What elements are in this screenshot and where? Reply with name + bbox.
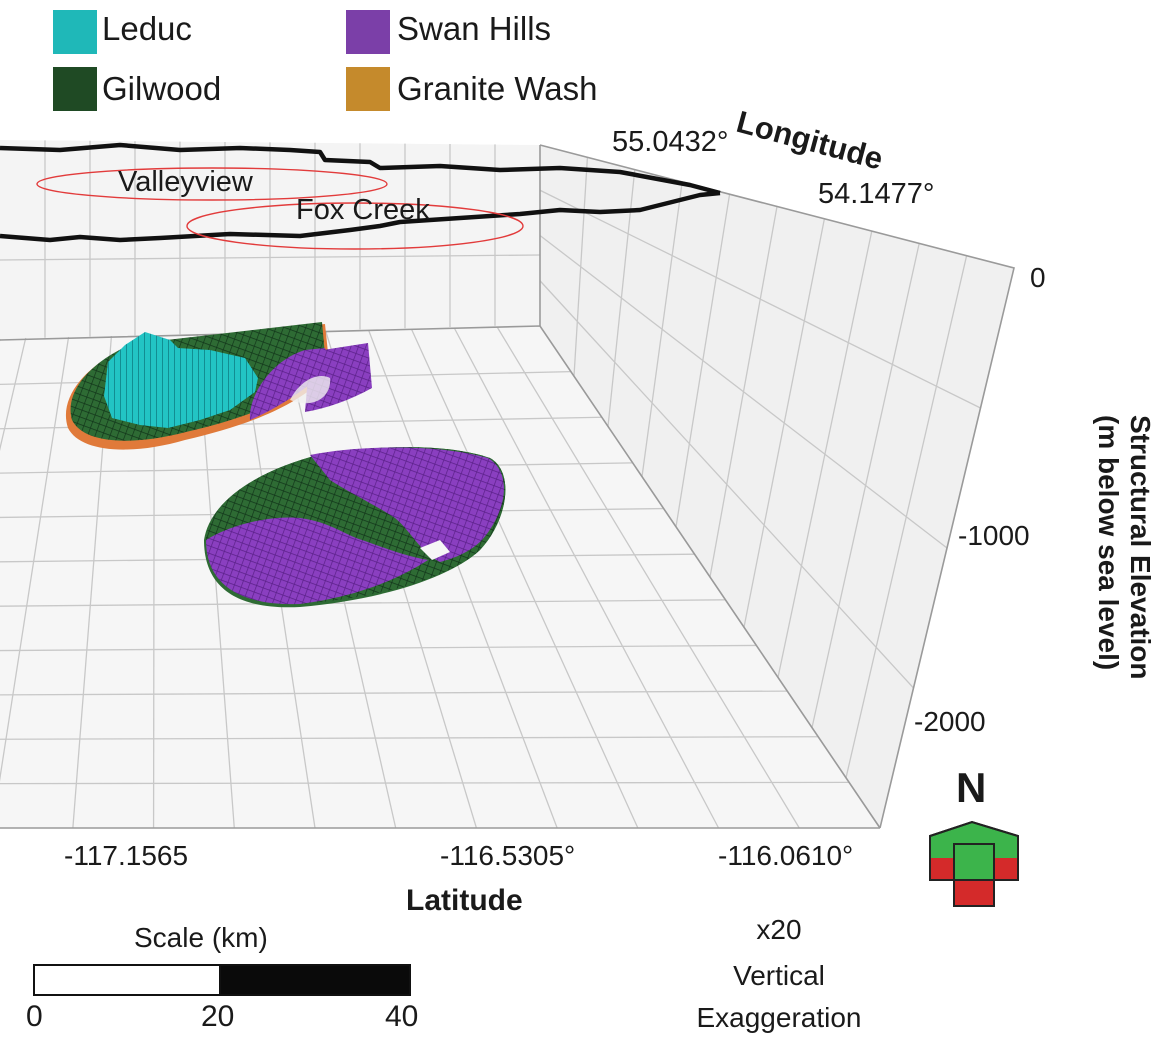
compass-arrow-icon — [929, 820, 1019, 907]
exaggeration-factor: x20 — [756, 914, 802, 945]
elevation-tick-0: 0 — [1030, 262, 1046, 293]
elevation-axis-title: Structural Elevation — [1125, 415, 1156, 680]
elevation-axis-subtitle: (m below sea level) — [1093, 415, 1124, 671]
latitude-axis-title: Latitude — [406, 884, 523, 917]
grid-line — [0, 336, 70, 782]
legend-label-granite-wash: Granite Wash — [397, 70, 598, 107]
scale-tick-0: 0 — [26, 1000, 43, 1033]
grid-line — [539, 280, 914, 689]
elevation-tick-2000: -2000 — [914, 706, 986, 737]
north-reservoir — [65, 322, 372, 450]
scale-bar — [33, 964, 411, 996]
south-reservoir — [204, 447, 506, 608]
elevation-tick-1000: -1000 — [958, 520, 1030, 551]
grid-line — [0, 736, 819, 740]
grid-line — [0, 690, 788, 696]
fox-creek-ring — [186, 202, 524, 250]
grid-line — [496, 326, 800, 829]
floor-panel — [0, 326, 880, 828]
longitude-tick-1: 55.0432° — [612, 126, 729, 158]
right-wall — [540, 145, 1014, 828]
grid-line — [0, 644, 757, 652]
place-label-fox-creek: Fox Creek — [296, 194, 430, 226]
grid-line — [0, 337, 27, 452]
exaggeration-word: Exaggeration — [696, 1002, 862, 1033]
valleyview-ring — [36, 167, 388, 201]
place-label-valleyview: Valleyview — [118, 166, 253, 198]
scale-bar-title: Scale (km) — [134, 922, 268, 953]
legend-swatch-granite-wash — [346, 67, 390, 111]
legend-label-leduc: Leduc — [102, 10, 192, 47]
grid-line — [453, 327, 720, 829]
grid-line — [367, 329, 558, 829]
longitude-tick-2: 54.1477° — [818, 178, 935, 210]
legend-swatch-gilwood — [53, 67, 97, 111]
scale-tick-40: 40 — [385, 1000, 419, 1033]
legend-label-swan-hills: Swan Hills — [397, 10, 552, 47]
grid-line — [539, 234, 948, 549]
exaggeration-vertical: Vertical — [733, 960, 825, 991]
grid-line — [0, 254, 541, 261]
boundary-lines — [0, 142, 721, 243]
grid-line — [410, 328, 639, 829]
latitude-tick-1: -117.1565 — [64, 840, 189, 871]
latitude-tick-2: -116.5305° — [440, 840, 576, 871]
grid-line — [0, 599, 726, 607]
scale-tick-20: 20 — [201, 1000, 235, 1033]
legend-label-gilwood: Gilwood — [102, 70, 222, 107]
legend-swatch-swan-hills — [346, 10, 390, 54]
latitude-tick-3: -116.0610° — [718, 840, 854, 871]
grid-line — [0, 781, 850, 785]
grid-line — [539, 189, 981, 409]
legend-swatch-leduc — [53, 10, 97, 54]
compass-north-label: N — [956, 764, 987, 811]
